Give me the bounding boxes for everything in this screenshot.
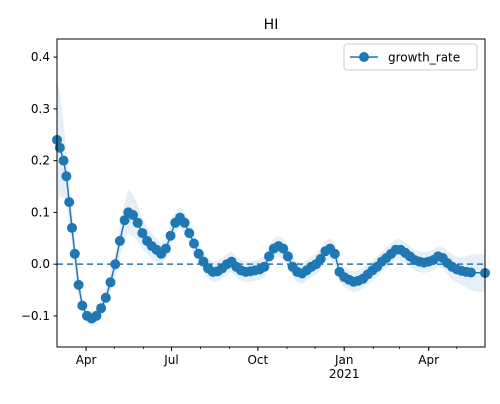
data-point — [105, 277, 116, 288]
data-point — [179, 217, 190, 228]
data-point — [77, 300, 88, 311]
data-point — [189, 238, 199, 249]
legend: growth_rate — [343, 43, 478, 71]
y-tick-label: 0.4 — [31, 50, 50, 64]
data-point — [465, 267, 476, 278]
data-point — [329, 248, 340, 259]
data-point — [193, 248, 204, 259]
data-point — [259, 261, 270, 272]
data-point — [278, 243, 289, 254]
data-point — [58, 155, 69, 166]
legend-box — [343, 43, 478, 71]
confidence-band — [57, 77, 485, 327]
data-point — [264, 251, 275, 262]
data-point — [100, 292, 111, 303]
data-point — [282, 251, 293, 262]
data-point — [54, 142, 65, 153]
data-point — [64, 197, 75, 208]
data-point — [69, 248, 80, 259]
chart-title: HI — [264, 17, 279, 33]
data-point — [128, 210, 138, 220]
y-tick-label: 0.0 — [31, 257, 50, 271]
y-tick-label: 0.2 — [31, 154, 50, 168]
series-marker-layer — [52, 134, 490, 324]
data-point — [315, 254, 326, 264]
data-point — [119, 215, 130, 226]
y-axis: −0.1 0.0 0.1 0.2 0.3 0.4 — [21, 50, 57, 323]
y-tick-label: −0.1 — [21, 309, 50, 323]
data-point — [160, 243, 171, 254]
legend-label-growth-rate: growth_rate — [388, 51, 460, 65]
x-tick-label: Apr — [76, 353, 97, 367]
data-point — [114, 235, 125, 246]
y-tick-label: 0.3 — [31, 102, 50, 116]
confidence-band-layer — [57, 77, 485, 327]
legend-marker-swatch — [359, 52, 369, 62]
x-tick-label: Jul — [163, 353, 178, 367]
data-point — [165, 230, 176, 241]
x-tick-label: Apr — [418, 353, 439, 367]
x-tick-label: Oct — [247, 353, 268, 367]
data-point — [110, 259, 121, 270]
data-point — [132, 217, 143, 228]
data-point — [67, 222, 77, 233]
data-point — [96, 303, 107, 314]
data-point — [184, 228, 195, 239]
data-point — [91, 310, 102, 321]
plot-area-frame — [56, 38, 486, 348]
x-tick-label: Jan — [334, 353, 354, 367]
data-point — [61, 171, 72, 182]
x-tick-year-label: 2021 — [329, 367, 360, 381]
data-point — [137, 228, 148, 239]
y-tick-label: 0.1 — [31, 205, 50, 219]
data-point — [73, 279, 84, 290]
